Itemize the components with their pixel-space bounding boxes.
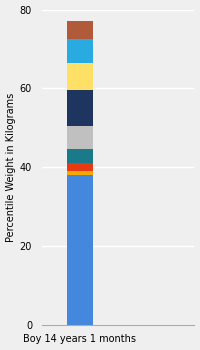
- Y-axis label: Percentile Weight in Kilograms: Percentile Weight in Kilograms: [6, 92, 16, 242]
- Bar: [67, 21, 93, 39]
- Bar: [67, 175, 93, 325]
- Bar: [67, 126, 93, 149]
- Bar: [67, 171, 93, 175]
- Bar: [67, 90, 93, 126]
- Bar: [67, 163, 93, 171]
- Bar: [67, 39, 93, 63]
- Bar: [67, 149, 93, 163]
- Bar: [67, 63, 93, 90]
